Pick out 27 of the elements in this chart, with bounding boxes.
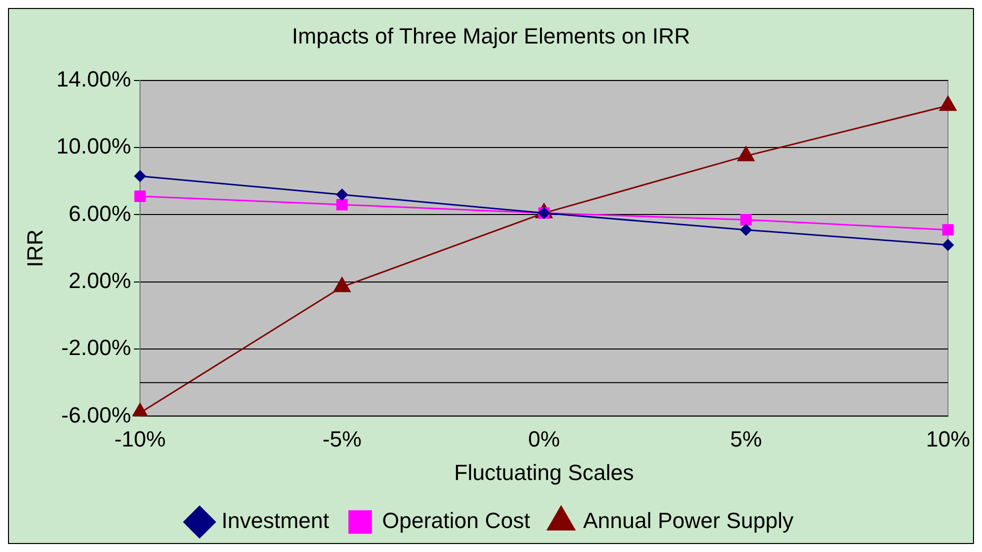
x-tick-label: -10% xyxy=(114,426,166,452)
y-tick-label: -6.00% xyxy=(61,402,132,428)
point xyxy=(740,224,752,236)
y-tick-label: -2.00% xyxy=(61,335,132,360)
y-tick-label: 14.00% xyxy=(56,66,132,92)
point xyxy=(131,403,149,416)
y-tick-label: 10.00% xyxy=(56,134,132,159)
y-tick-label: 6.00% xyxy=(68,200,132,226)
chart-title: Impacts of Three Major Elements on IRR xyxy=(292,23,690,48)
point xyxy=(336,198,348,210)
legend-label: Investment xyxy=(222,508,330,534)
x-tick-label: 0% xyxy=(528,426,560,452)
point xyxy=(134,170,146,182)
point xyxy=(333,277,351,292)
legend-label: Operation Cost xyxy=(382,508,530,534)
point xyxy=(942,224,954,236)
x-tick-label: 10% xyxy=(926,426,970,452)
point xyxy=(942,239,954,251)
legend-label: Annual Power Supply xyxy=(583,508,794,534)
point xyxy=(336,188,348,200)
x-tick-label: 5% xyxy=(730,426,762,452)
y-axis-title: IRR xyxy=(22,229,48,268)
point xyxy=(134,190,146,202)
point xyxy=(740,214,752,226)
x-tick-label: -5% xyxy=(322,426,362,452)
y-tick-label: 2.00% xyxy=(68,268,132,293)
x-axis-title: Fluctuating Scales xyxy=(454,460,634,485)
